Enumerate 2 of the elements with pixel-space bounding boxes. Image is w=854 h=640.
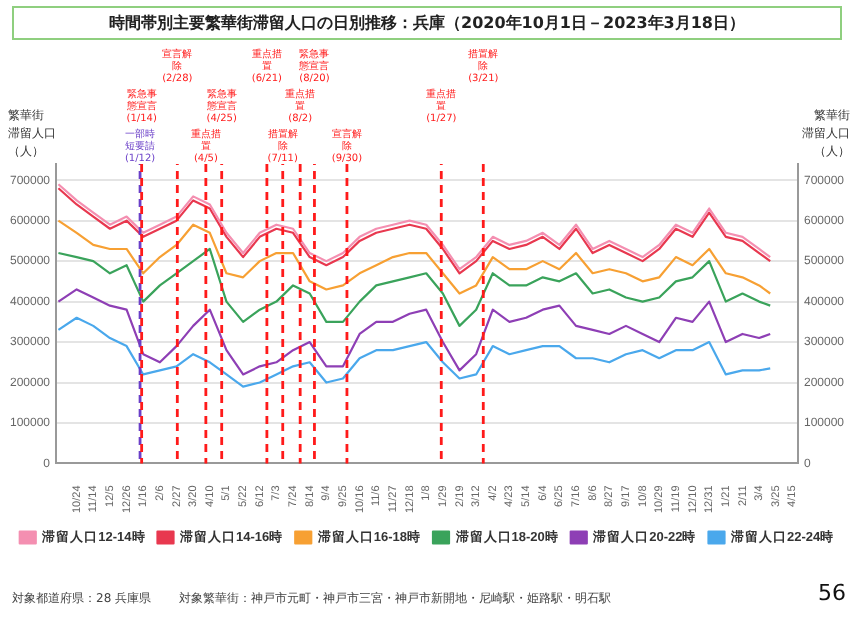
text: 56: [818, 580, 846, 606]
chart-title: 時間帯別主要繁華街滞留人口の日別推移：兵庫（2020年10月1日－2023年3月18日）: [12, 6, 842, 40]
